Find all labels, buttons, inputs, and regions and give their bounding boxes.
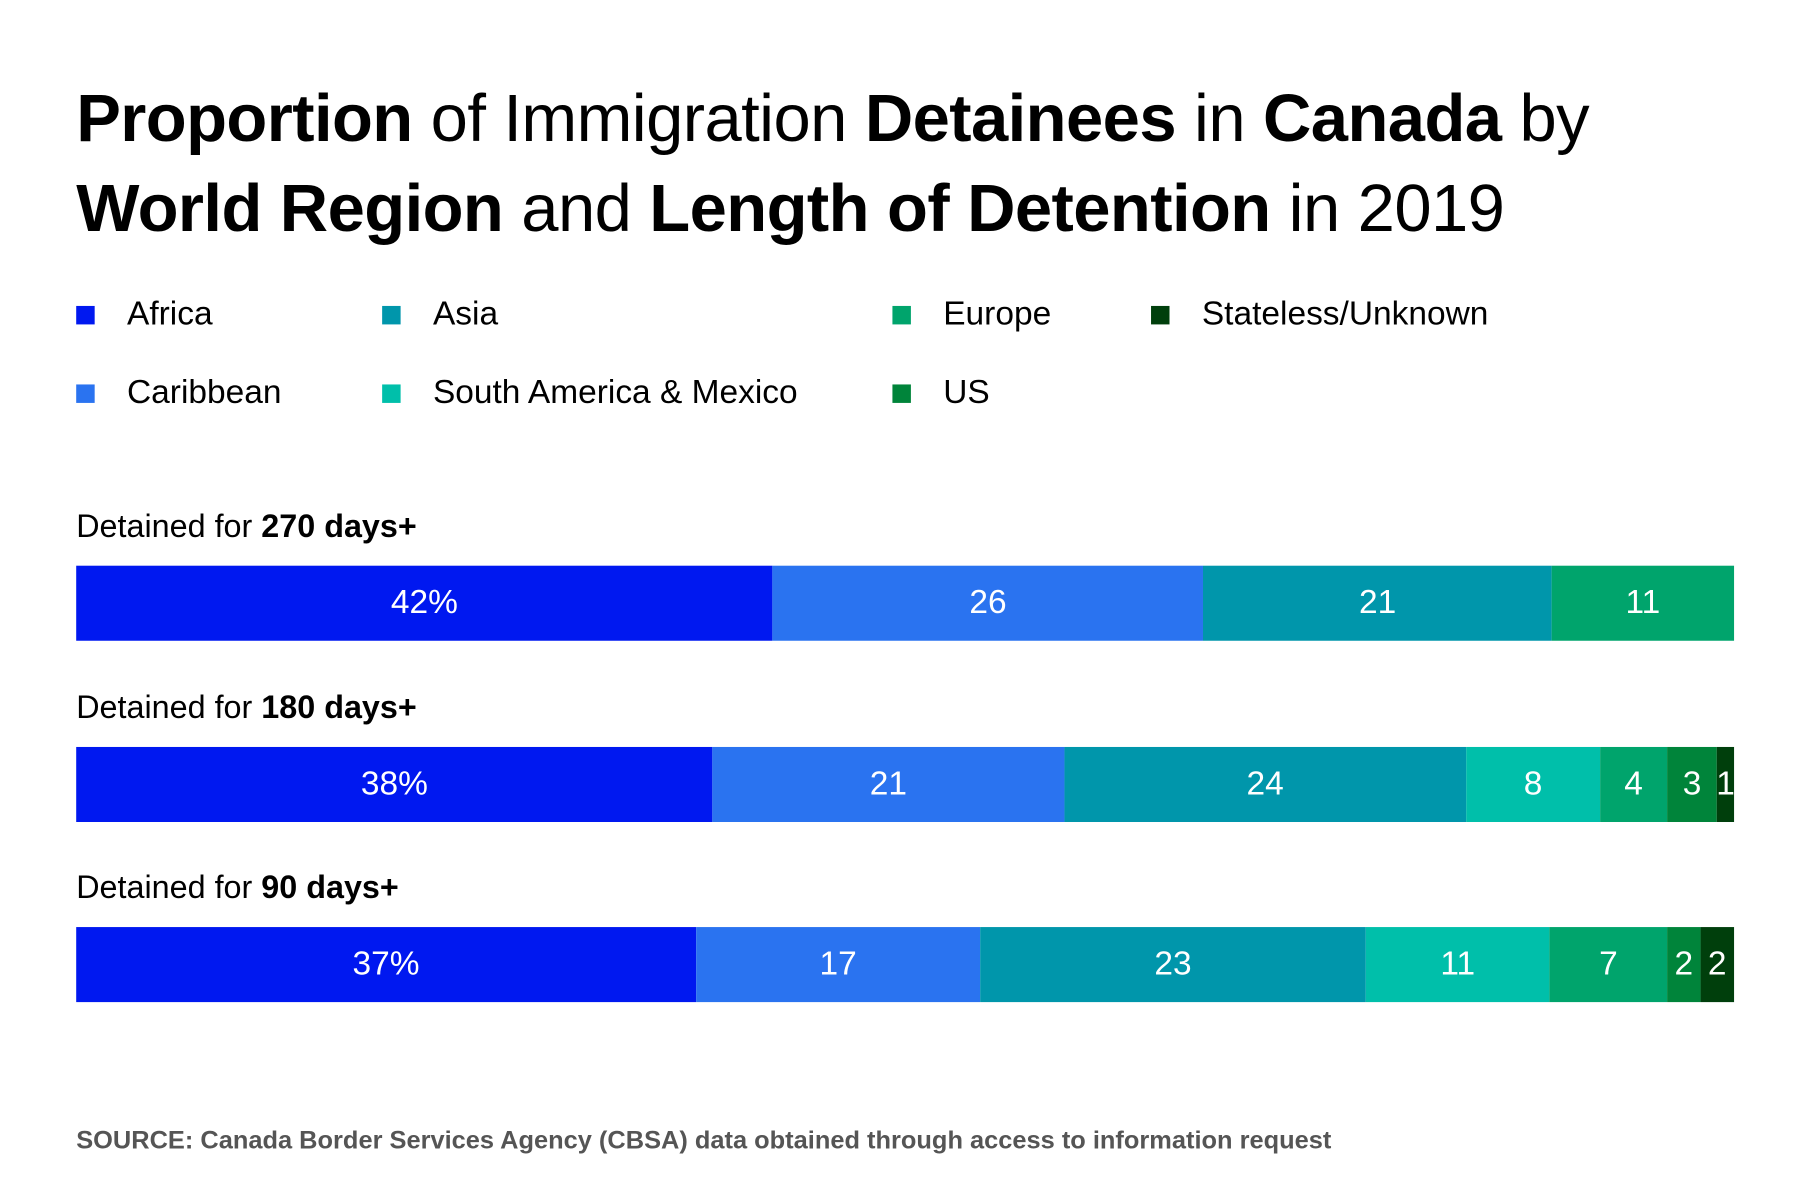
bar-segment-stateless-unknown: 2: [1700, 927, 1734, 1003]
bar-segment-asia: 21: [1203, 565, 1552, 641]
data-label: 7: [1599, 945, 1618, 983]
data-label: 4: [1624, 765, 1643, 803]
group-label: Detained for 90 days+: [76, 869, 399, 906]
legend-swatch: [76, 383, 95, 403]
bar-segment-europe: 4: [1600, 746, 1668, 823]
legend-label: Africa: [126, 295, 213, 333]
stacked-bar: 37% 17 23 11 7 2 2: [76, 927, 1734, 1003]
data-label: 2: [1674, 945, 1694, 983]
legend-item: Asia: [382, 296, 498, 334]
group-label: Detained for 180 days+: [76, 689, 417, 726]
bar-segment-africa: 42%: [76, 565, 773, 641]
legend-label: Asia: [432, 295, 499, 333]
legend-swatch: [382, 383, 401, 403]
data-label: 8: [1523, 765, 1543, 803]
title-part: Proportion: [76, 80, 413, 156]
legend-swatch: [382, 305, 401, 324]
legend-swatch: [892, 383, 911, 403]
title-part: by: [1501, 80, 1590, 156]
legend-swatch: [1151, 305, 1170, 324]
data-label: 17: [819, 945, 857, 983]
legend-swatch: [76, 305, 95, 324]
title-part: World Region: [76, 170, 504, 246]
legend-swatch: [892, 305, 911, 324]
group-label-prefix: Detained for: [76, 689, 262, 726]
stacked-bar: 42% 26 21 11: [76, 565, 1735, 641]
title-part: in 2019: [1270, 170, 1505, 246]
bar-segment-south-america-mexico: 8: [1466, 746, 1601, 823]
group-label: Detained for 270 days+: [76, 508, 417, 545]
bar-segment-asia: 24: [1064, 746, 1467, 823]
legend-item: Caribbean: [76, 374, 281, 412]
title-part: and: [503, 170, 650, 246]
chart-title: Proportion of Immigration Detainees in C…: [76, 74, 1762, 254]
group-label-duration: 180 days+: [261, 689, 417, 726]
group-label-duration: 270 days+: [261, 507, 417, 544]
title-part: Canada: [1263, 80, 1502, 156]
data-label: 38%: [360, 765, 428, 803]
bar-segment-asia: 23: [980, 927, 1366, 1003]
bar-segment-us: 3: [1667, 746, 1718, 823]
data-label: 21: [1358, 584, 1397, 622]
data-label: 11: [1440, 945, 1476, 983]
data-label: 37%: [352, 945, 420, 983]
group-label-prefix: Detained for: [76, 869, 262, 906]
bar-segment-caribbean: 17: [695, 927, 981, 1003]
legend-item: Stateless/Unknown: [1151, 296, 1488, 334]
data-label: 3: [1682, 765, 1702, 803]
bar-segment-africa: 38%: [76, 746, 713, 823]
bar-segment-africa: 37%: [76, 927, 696, 1003]
stacked-bar: 38% 21 24 8 4 3 1: [76, 746, 1735, 823]
title-part: Length of Detention: [649, 170, 1271, 246]
legend-item: Africa: [76, 295, 213, 334]
group-label-duration: 90 days+: [261, 869, 399, 906]
bar-segment-south-america-mexico: 11: [1365, 927, 1550, 1003]
bar-segment-stateless-unknown: 1: [1716, 746, 1735, 823]
data-label: 24: [1246, 765, 1284, 803]
legend-label: Stateless/Unknown: [1201, 295, 1489, 333]
data-label: 11: [1625, 584, 1661, 622]
data-label: 23: [1154, 945, 1192, 983]
bar-segment-caribbean: 26: [772, 565, 1204, 641]
legend-item: US: [892, 374, 990, 412]
title-part: of Immigration: [412, 80, 865, 156]
legend-label: Europe: [943, 295, 1052, 333]
bar-segment-europe: 7: [1549, 927, 1668, 1003]
group-label-prefix: Detained for: [76, 507, 262, 544]
data-label: 21: [869, 765, 907, 803]
data-label: 2: [1707, 945, 1727, 983]
legend-item: South America & Mexico: [382, 374, 798, 412]
title-part: in: [1176, 80, 1264, 156]
legend-label: US: [943, 374, 990, 412]
bar-segment-caribbean: 21: [712, 746, 1065, 823]
source-note: SOURCE: Canada Border Services Agency (C…: [76, 1125, 1332, 1155]
data-label: 42%: [390, 584, 458, 622]
legend-item: Europe: [892, 296, 1051, 334]
legend-label: Caribbean: [126, 374, 282, 412]
data-label: 1: [1716, 765, 1735, 803]
bar-segment-europe: 11: [1551, 565, 1735, 641]
data-label: 26: [969, 584, 1007, 622]
legend-label: South America & Mexico: [432, 374, 798, 412]
title-part: Detainees: [864, 80, 1177, 156]
bar-segment-us: 2: [1667, 927, 1701, 1003]
